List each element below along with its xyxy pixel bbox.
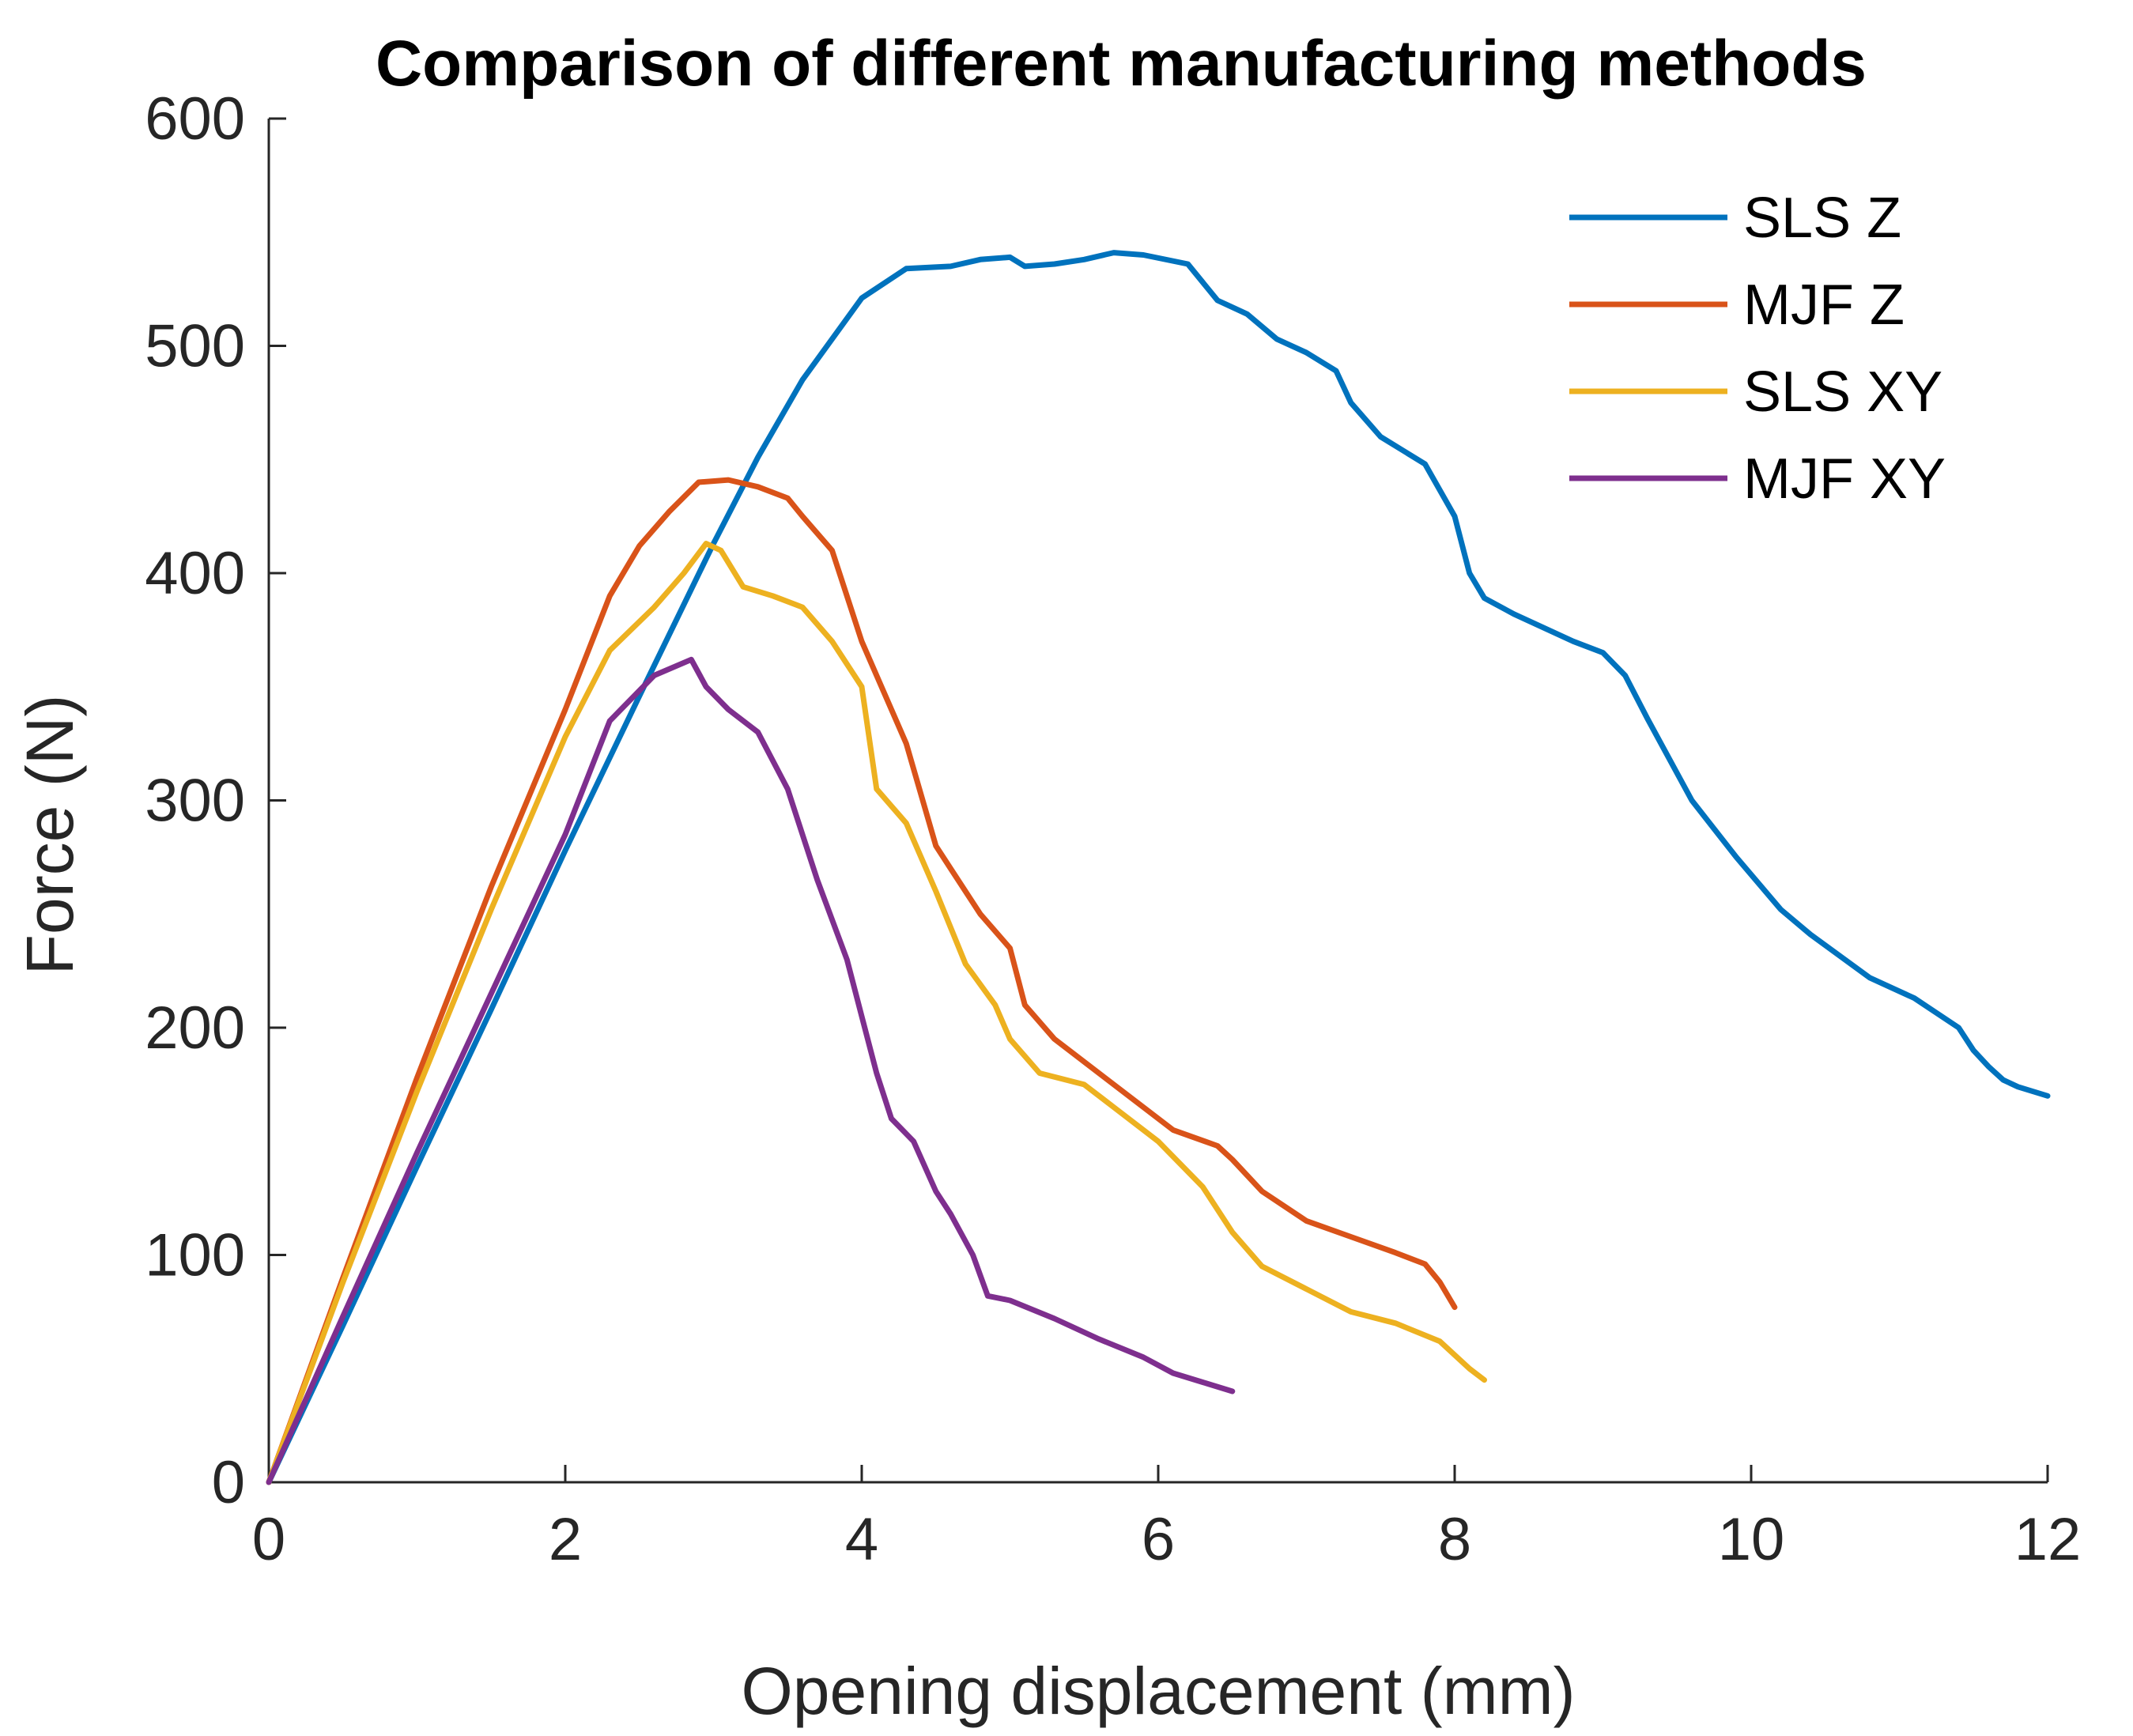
series-line-sls-z <box>266 250 2051 1485</box>
x-tick-label: 2 <box>549 1506 582 1573</box>
chart-title: Comparison of different manufacturing me… <box>376 28 1867 100</box>
x-tick-label: 10 <box>1718 1506 1785 1573</box>
y-axis-ticks: 0 100 200 300 400 500 600 <box>145 85 286 1516</box>
series-line-mjf-xy <box>266 656 1236 1485</box>
y-tick-label: 300 <box>145 768 245 835</box>
x-axis-ticks: 0 2 4 6 8 10 12 <box>252 1465 2081 1573</box>
x-tick-label: 12 <box>2014 1506 2082 1573</box>
y-tick-label: 500 <box>145 313 245 380</box>
x-tick-label: 6 <box>1142 1506 1175 1573</box>
y-tick-label: 0 <box>212 1449 245 1516</box>
legend-label-sls-xy: SLS XY <box>1743 360 1942 424</box>
legend-label-mjf-z: MJF Z <box>1743 274 1905 337</box>
legend-label-mjf-xy: MJF XY <box>1743 447 1946 511</box>
y-tick-label: 100 <box>145 1222 245 1289</box>
legend-label-sls-z: SLS Z <box>1743 187 1901 250</box>
series-line-mjf-z <box>266 477 1458 1485</box>
y-tick-label: 400 <box>145 540 245 607</box>
x-tick-label: 0 <box>252 1506 285 1573</box>
series-line-sls-xy <box>266 541 1487 1485</box>
y-tick-label: 200 <box>145 994 245 1062</box>
y-tick-label: 600 <box>145 85 245 153</box>
x-axis-label: Opening displacement (mm) <box>741 1654 1575 1728</box>
legend: SLS Z MJF Z SLS XY MJF XY <box>1569 187 1946 511</box>
y-axis-label: Force (N) <box>13 695 87 976</box>
series-lines <box>266 250 2051 1485</box>
x-tick-label: 8 <box>1438 1506 1471 1573</box>
x-tick-label: 4 <box>845 1506 878 1573</box>
